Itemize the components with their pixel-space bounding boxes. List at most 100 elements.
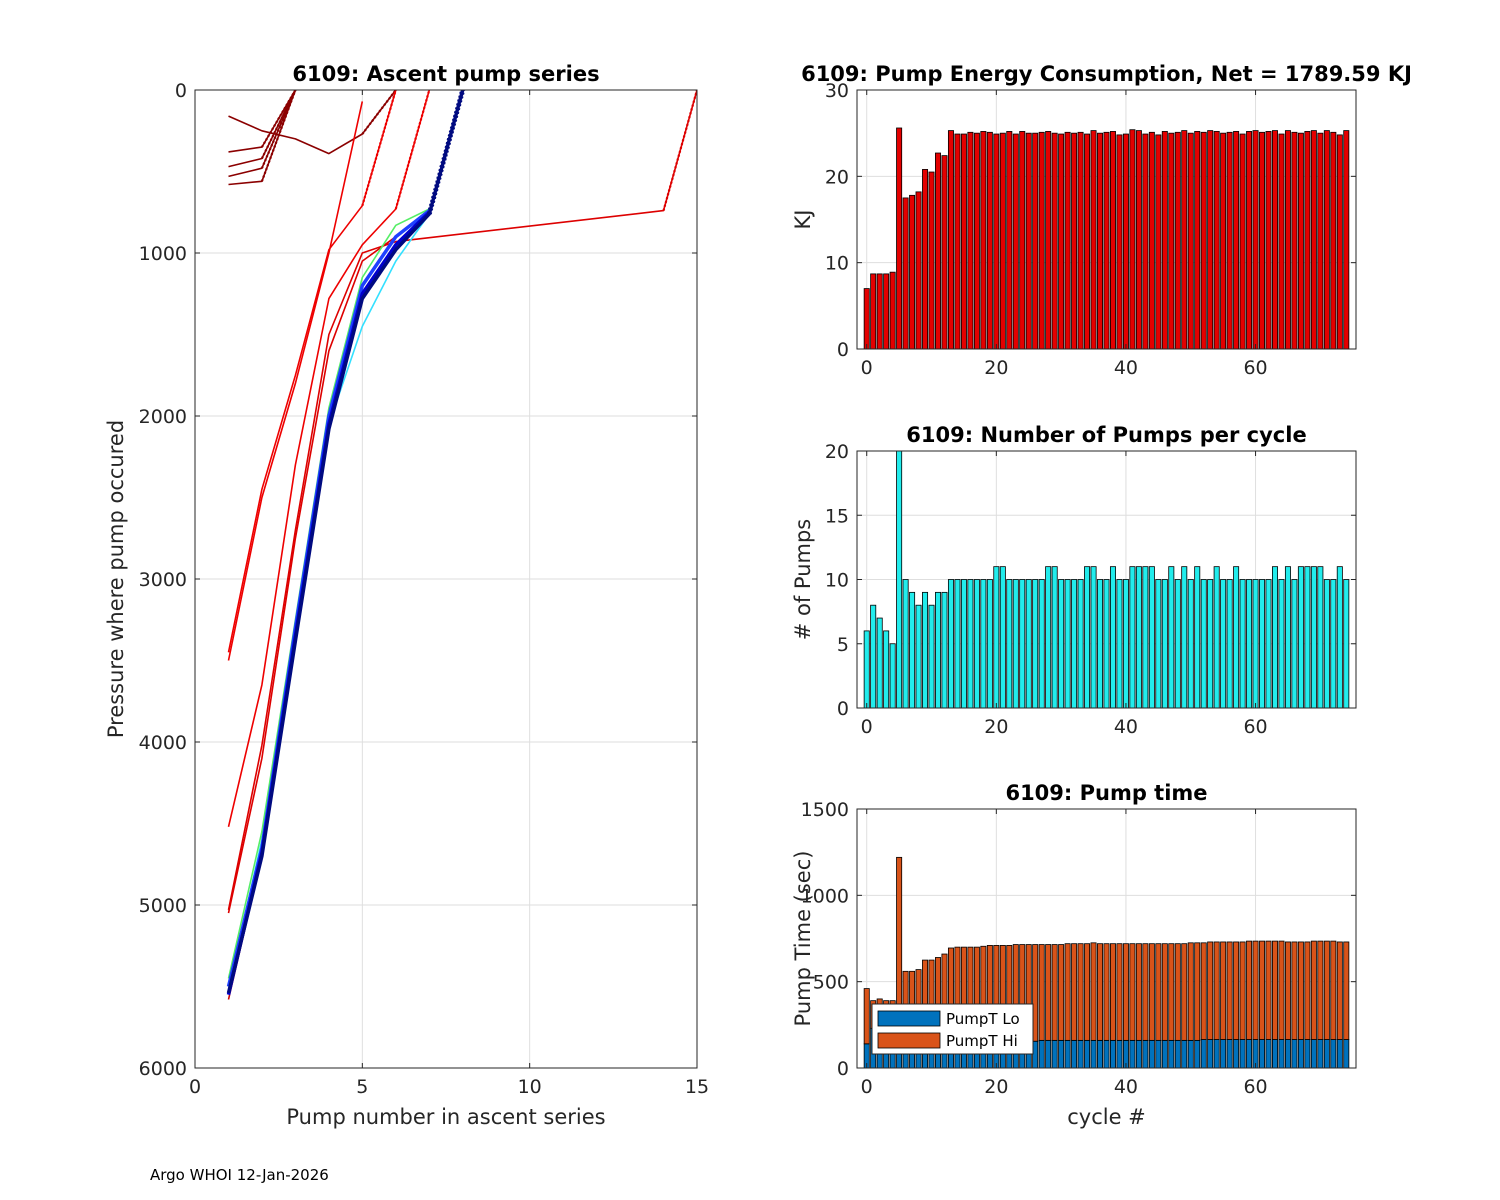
series-surface-segment [260, 90, 297, 159]
bar [1019, 131, 1026, 350]
bar [1071, 132, 1078, 350]
bar [1097, 132, 1104, 350]
bar-pumpt-hi [1246, 940, 1253, 1040]
bar [876, 617, 883, 709]
bar [1343, 130, 1350, 350]
bar [1168, 132, 1175, 350]
bar [1109, 131, 1116, 350]
y-tick-label: 1500 [801, 799, 849, 821]
bar-pumpt-hi [1155, 943, 1162, 1041]
bar-pumpt-lo [1278, 1039, 1285, 1069]
bar [1071, 579, 1078, 709]
bar-pumpt-hi [1330, 940, 1337, 1040]
bar-pumpt-hi [1148, 943, 1155, 1041]
bar [1148, 566, 1155, 709]
bar-pumpt-hi [1336, 941, 1343, 1040]
bar [1174, 579, 1181, 709]
bar [1142, 566, 1149, 709]
bar [973, 132, 980, 350]
bar-pumpt-hi [1181, 943, 1188, 1041]
x-tick-label: 40 [1114, 1076, 1138, 1098]
bar-pumpt-hi [1161, 943, 1168, 1041]
bar-pumpt-hi [1323, 940, 1330, 1040]
bar [1097, 579, 1104, 709]
bar-pumpt-lo [1246, 1039, 1253, 1069]
bar [1291, 579, 1298, 709]
bar [1291, 131, 1298, 350]
chart-title: 6109: Number of Pumps per cycle [906, 423, 1306, 447]
bar-pumpt-hi [1284, 941, 1291, 1040]
bar-pumpt-lo [1330, 1039, 1337, 1069]
bar-pumpt-hi [1278, 940, 1285, 1040]
bar [889, 643, 896, 709]
chart-title: 6109: Pump time [1005, 781, 1207, 805]
x-tick-label: 60 [1243, 716, 1267, 738]
bar [1200, 579, 1207, 709]
bar [1265, 579, 1272, 709]
axes-box [856, 808, 1357, 1069]
bar-pumpt-hi [1077, 943, 1084, 1041]
bar [1284, 130, 1291, 350]
bar [960, 579, 967, 709]
bar [1304, 566, 1311, 709]
bar [1336, 566, 1343, 709]
bar [1272, 130, 1278, 350]
bar [870, 604, 877, 709]
bar [1116, 134, 1123, 350]
bar-pumpt-lo [1097, 1039, 1104, 1069]
bar [1090, 130, 1097, 350]
bar-pumpt-hi [1220, 941, 1227, 1040]
bar-pumpt-lo [1310, 1039, 1317, 1069]
x-tick-label: 20 [984, 1076, 1008, 1098]
bar [967, 131, 974, 350]
series-line-navy [226, 90, 465, 994]
bar [935, 591, 941, 709]
bar-pumpt-hi [1304, 941, 1311, 1040]
x-tick-label: 10 [518, 1076, 542, 1098]
bar-pumpt-hi [1194, 942, 1201, 1041]
bar-pumpt-lo [1077, 1039, 1084, 1069]
bar [1317, 132, 1324, 350]
bar [1259, 131, 1266, 350]
bar [1012, 579, 1019, 709]
y-tick-label: 0 [837, 698, 849, 720]
bar-pumpt-lo [1168, 1039, 1175, 1069]
bar-pumpt-lo [1045, 1039, 1052, 1069]
bar [947, 579, 954, 709]
bar-pumpt-hi [1213, 941, 1220, 1040]
bar [1051, 132, 1058, 350]
bar [941, 155, 948, 350]
x-axis-label: cycle # [1067, 1105, 1146, 1129]
bar-pumpt-hi [1233, 941, 1240, 1040]
bar-pumpt-hi [1291, 941, 1298, 1040]
bar [980, 579, 987, 709]
y-tick-label: 5 [837, 634, 849, 656]
bar-pumpt-hi [1343, 941, 1350, 1040]
bar [1077, 579, 1084, 709]
y-axis-label: Pump Time (sec) [791, 851, 815, 1027]
bar [1343, 579, 1350, 709]
bar-pumpt-lo [1200, 1039, 1207, 1069]
legend: PumpT Lo PumpT Hi [871, 1003, 1034, 1055]
chart-title: 6109: Pump Energy Consumption, Net = 178… [801, 62, 1412, 86]
bar-pumpt-lo [1142, 1039, 1149, 1069]
bar-pumpt-hi [1239, 941, 1246, 1040]
bar [1116, 579, 1123, 709]
bar [883, 273, 890, 350]
bar-pumpt-lo [1135, 1039, 1142, 1069]
chart-title: 6109: Ascent pump series [292, 62, 599, 86]
bar-pumpt-lo [1174, 1039, 1181, 1069]
bar [954, 579, 961, 709]
series-surface-segment [361, 90, 397, 135]
y-tick-label: 2000 [139, 406, 187, 428]
bar [960, 133, 967, 350]
bar-pumpt-hi [1207, 941, 1214, 1040]
x-tick-label: 5 [356, 1076, 368, 1098]
bar-pumpt-hi [1310, 940, 1317, 1040]
legend-label: PumpT Lo [946, 1010, 1020, 1028]
bar [896, 450, 903, 709]
legend-swatch [877, 1010, 941, 1027]
bar-pumpt-lo [1090, 1039, 1097, 1069]
series-line-green [227, 208, 430, 979]
